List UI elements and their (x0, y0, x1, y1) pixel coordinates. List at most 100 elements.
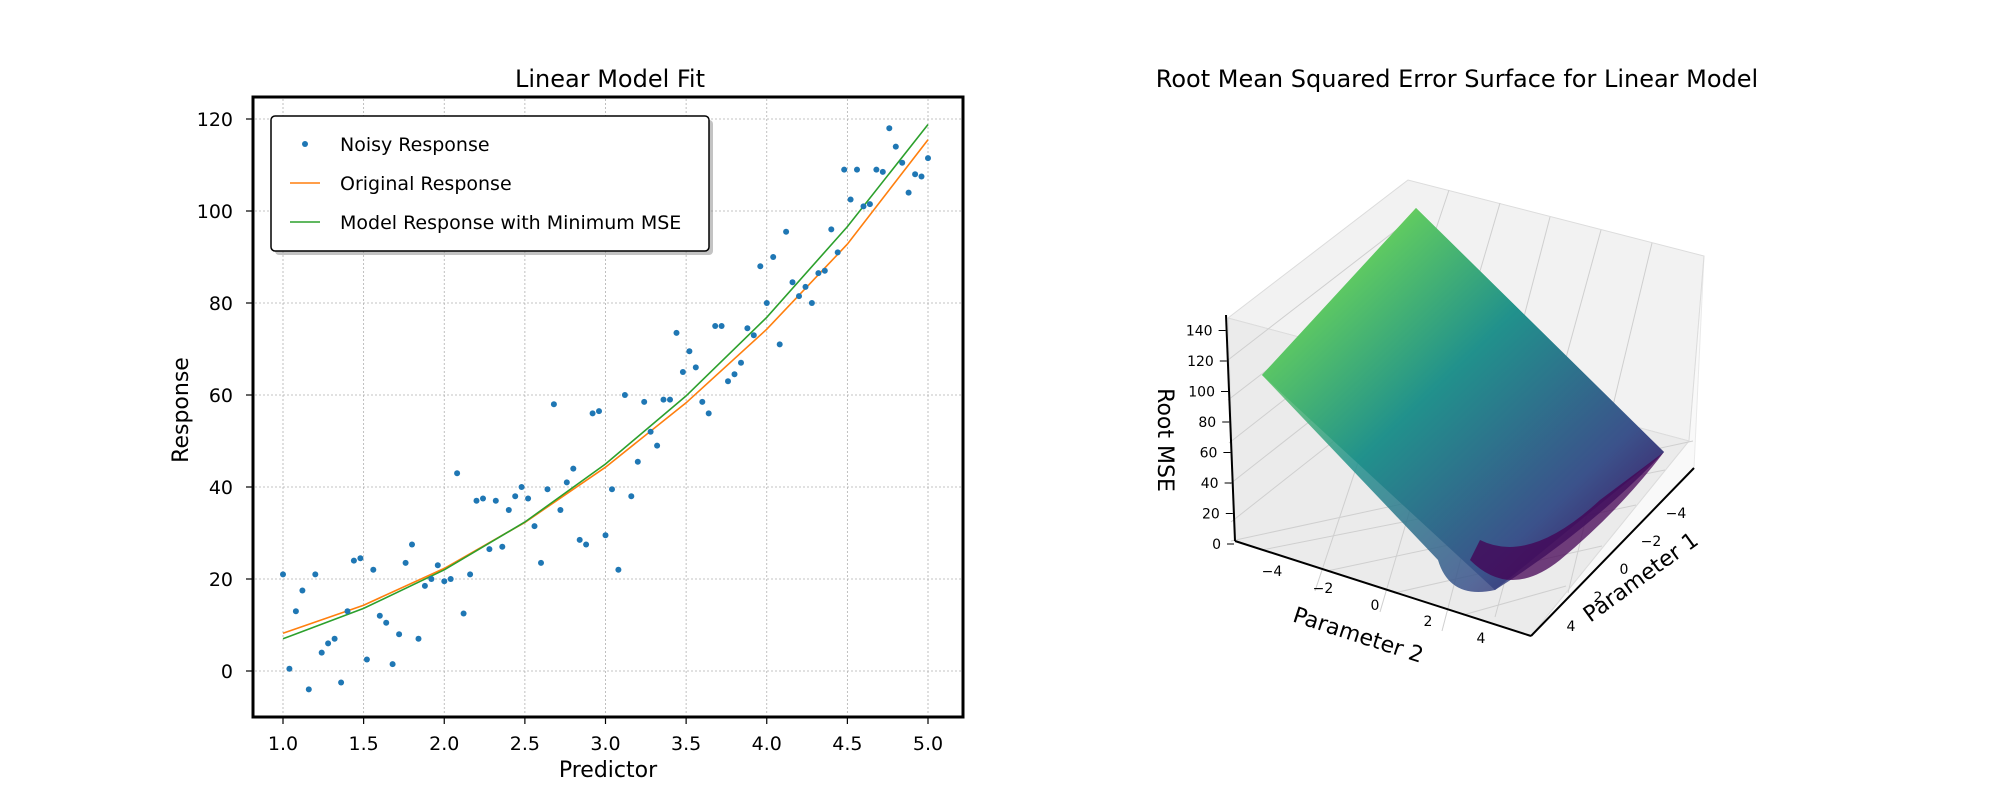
data-point (841, 167, 847, 173)
data-point (377, 613, 383, 619)
data-point (319, 650, 325, 656)
data-point (815, 270, 821, 276)
data-point (512, 493, 518, 499)
data-point (809, 300, 815, 306)
data-point (312, 571, 318, 577)
x-tick-label: 3.0 (590, 733, 620, 755)
data-point (499, 544, 505, 550)
data-point (525, 496, 531, 502)
data-point (441, 578, 447, 584)
data-point (357, 555, 363, 561)
x-tick-label: 5.0 (913, 733, 943, 755)
data-point (557, 507, 563, 513)
legend-label-noisy: Noisy Response (340, 134, 490, 156)
data-point (828, 226, 834, 232)
data-point (886, 125, 892, 131)
y-tick-label: 100 (197, 201, 233, 223)
data-point (822, 268, 828, 274)
data-point (299, 588, 305, 594)
data-point (777, 341, 783, 347)
data-point (306, 686, 312, 692)
data-point (699, 399, 705, 405)
z-tick-label: 20 (1202, 507, 1220, 523)
data-point (448, 576, 454, 582)
linear-fit-chart: Linear Model Fit 1.0 1.5 2.0 2.5 3.0 3.5 4.0 4.… (169, 65, 963, 783)
x-axis-ticks: 1.0 1.5 2.0 2.5 3.0 3.5 4.0 4.5 5.0 (268, 717, 943, 755)
x-tick-label: 1.5 (349, 733, 379, 755)
data-point (654, 443, 660, 449)
data-point (880, 169, 886, 175)
data-point (519, 484, 525, 490)
data-point (674, 330, 680, 336)
data-point (848, 197, 854, 203)
data-point (325, 640, 331, 646)
data-point (790, 279, 796, 285)
parameter2-axis-label: Parameter 2 (1290, 603, 1427, 669)
legend-label-model: Model Response with Minimum MSE (340, 212, 681, 234)
data-point (628, 493, 634, 499)
data-point (706, 410, 712, 416)
z-tick-label: 40 (1201, 476, 1219, 492)
data-point (861, 203, 867, 209)
data-point (770, 254, 776, 260)
data-point (680, 369, 686, 375)
data-point (338, 680, 344, 686)
data-point (390, 661, 396, 667)
data-point (667, 397, 673, 403)
data-point (474, 498, 480, 504)
data-point (486, 546, 492, 552)
data-point (293, 608, 299, 614)
data-point (925, 155, 931, 161)
parameter2-tick-label: 0 (1371, 598, 1380, 614)
data-point (596, 408, 602, 414)
data-point (383, 620, 389, 626)
data-point (796, 293, 802, 299)
y-axis-ticks: 020406080100120 (197, 109, 253, 683)
data-point (919, 174, 925, 180)
x-tick-label: 2.5 (510, 733, 540, 755)
data-point (615, 567, 621, 573)
data-point (751, 332, 757, 338)
surface-title: Root Mean Squared Error Surface for Line… (1156, 65, 1758, 93)
data-point (693, 364, 699, 370)
data-point (532, 523, 538, 529)
y-tick-label: 60 (209, 385, 233, 407)
data-point (867, 201, 873, 207)
parameter1-tick-label: −4 (1666, 506, 1687, 522)
z-tick-label: 120 (1187, 354, 1214, 370)
data-point (345, 608, 351, 614)
parameter2-tick-label: 2 (1424, 614, 1433, 630)
data-point (286, 666, 292, 672)
rmse-surface-chart: Root Mean Squared Error Surface for Line… (1152, 65, 1758, 669)
data-point (480, 496, 486, 502)
data-point (719, 323, 725, 329)
parameter2-tick-label: −4 (1262, 564, 1283, 580)
data-point (590, 410, 596, 416)
y-tick-label: 40 (209, 477, 233, 499)
data-point (545, 486, 551, 492)
x-tick-label: 1.0 (268, 733, 298, 755)
z-tick-label: 80 (1198, 415, 1216, 431)
data-point (757, 263, 763, 269)
data-point (461, 611, 467, 617)
legend-label-original: Original Response (340, 173, 512, 195)
data-point (454, 470, 460, 476)
z-tick-label: 0 (1212, 537, 1221, 553)
data-point (422, 583, 428, 589)
y-axis-label: Response (169, 357, 194, 463)
parameter1-tick-label: 4 (1567, 619, 1576, 635)
data-point (416, 636, 422, 642)
data-point (551, 401, 557, 407)
data-point (661, 397, 667, 403)
data-point (732, 371, 738, 377)
x-tick-label: 2.0 (429, 733, 459, 755)
y-tick-label: 20 (209, 569, 233, 591)
data-point (428, 576, 434, 582)
data-point (641, 399, 647, 405)
data-point (635, 459, 641, 465)
parameter2-tick-label: −2 (1313, 581, 1334, 597)
y-tick-label: 120 (197, 109, 233, 131)
data-point (435, 562, 441, 568)
data-point (764, 300, 770, 306)
data-point (803, 284, 809, 290)
